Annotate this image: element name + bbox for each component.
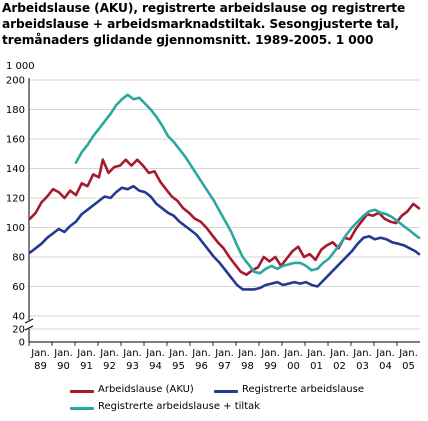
- grid-lines: [29, 79, 420, 330]
- legend-swatch-registrerte: [214, 390, 238, 393]
- x-tick-label-top: Jan.: [191, 348, 211, 359]
- y-tick-labels: 0 20 40 60 80 100 120 140 160 180 200: [6, 76, 25, 349]
- x-tick-label-bottom: 00: [287, 361, 300, 372]
- y-tick-label: 140: [6, 164, 25, 175]
- x-tick-label-bottom: 93: [126, 361, 139, 372]
- series-line-registrerte: [28, 184, 421, 291]
- x-tick-label-top: Jan.: [375, 348, 395, 359]
- y-tick-label: 180: [6, 105, 25, 116]
- legend-swatch-registrerte-tiltak: [70, 407, 94, 410]
- y-tick-label: 20: [12, 325, 25, 336]
- x-tick-label-top: Jan.: [214, 348, 234, 359]
- x-tick-label-top: Jan.: [329, 348, 349, 359]
- x-tick-label-bottom: 89: [34, 361, 47, 372]
- y-tick-label: 60: [12, 282, 25, 293]
- x-tick-label-top: Jan.: [168, 348, 188, 359]
- x-tick-label-bottom: 01: [310, 361, 323, 372]
- x-tick-label-bottom: 92: [103, 361, 116, 372]
- chart-title: Arbeidslause (AKU), registrerte arbeidsl…: [2, 1, 406, 47]
- x-tick-label-bottom: 98: [241, 361, 254, 372]
- y-tick-label: 120: [6, 194, 25, 205]
- y-tick-label: 100: [6, 223, 25, 234]
- x-tick-label-top: Jan.: [99, 348, 119, 359]
- x-tick-label-bottom: 97: [218, 361, 231, 372]
- series-line-registrerte-tiltak: [74, 93, 421, 275]
- x-tick-label-top: Jan.: [237, 348, 257, 359]
- x-tick-label-top: Jan.: [145, 348, 165, 359]
- x-tick-label-bottom: 04: [379, 361, 392, 372]
- x-tick-label-bottom: 05: [402, 361, 415, 372]
- x-tick-label-top: Jan.: [30, 348, 50, 359]
- legend-swatch-aku: [70, 390, 94, 393]
- y-tick-label: 80: [12, 253, 25, 264]
- y-tick-label: 160: [6, 135, 25, 146]
- x-tick-label-top: Jan.: [283, 348, 303, 359]
- x-tick-label-bottom: 90: [57, 361, 70, 372]
- legend-label-registrerte-tiltak: Registrerte arbeidslause + tiltak: [98, 401, 261, 412]
- x-tick-label-bottom: 02: [333, 361, 346, 372]
- legend-label-aku: Arbeidslause (AKU): [98, 384, 194, 395]
- series-lines: [28, 93, 421, 291]
- x-tick-label-top: Jan.: [53, 348, 73, 359]
- axes: [24, 78, 420, 346]
- x-tick-label-bottom: 95: [172, 361, 185, 372]
- x-tick-label-bottom: 99: [264, 361, 277, 372]
- x-tick-label-bottom: 91: [80, 361, 93, 372]
- x-tick-label-top: Jan.: [352, 348, 372, 359]
- legend: Arbeidslause (AKU) Registrerte arbeidsla…: [0, 380, 428, 421]
- x-tick-label-top: Jan.: [122, 348, 142, 359]
- x-tick-label-bottom: 03: [356, 361, 369, 372]
- legend-label-registrerte: Registrerte arbeidslause: [242, 384, 364, 395]
- x-tick-label-top: Jan.: [306, 348, 326, 359]
- x-tick-label-bottom: 94: [149, 361, 162, 372]
- x-tick-label-bottom: 96: [195, 361, 208, 372]
- x-tick-labels: Jan. 89 Jan. 90 Jan. 91 Jan. 92 Jan. 93 Jan. 94 Jan.…: [30, 348, 418, 372]
- x-tick-label-top: Jan.: [260, 348, 280, 359]
- series-line-aku: [28, 158, 421, 276]
- y-axis-break: [24, 318, 34, 331]
- x-tick-label-top: Jan.: [398, 348, 418, 359]
- x-tick-label-top: Jan.: [76, 348, 96, 359]
- y-tick-label: 0: [19, 338, 25, 349]
- y-tick-label: 40: [12, 312, 25, 323]
- y-axis-unit-label: 1 000: [6, 61, 35, 72]
- y-tick-label: 200: [6, 76, 25, 87]
